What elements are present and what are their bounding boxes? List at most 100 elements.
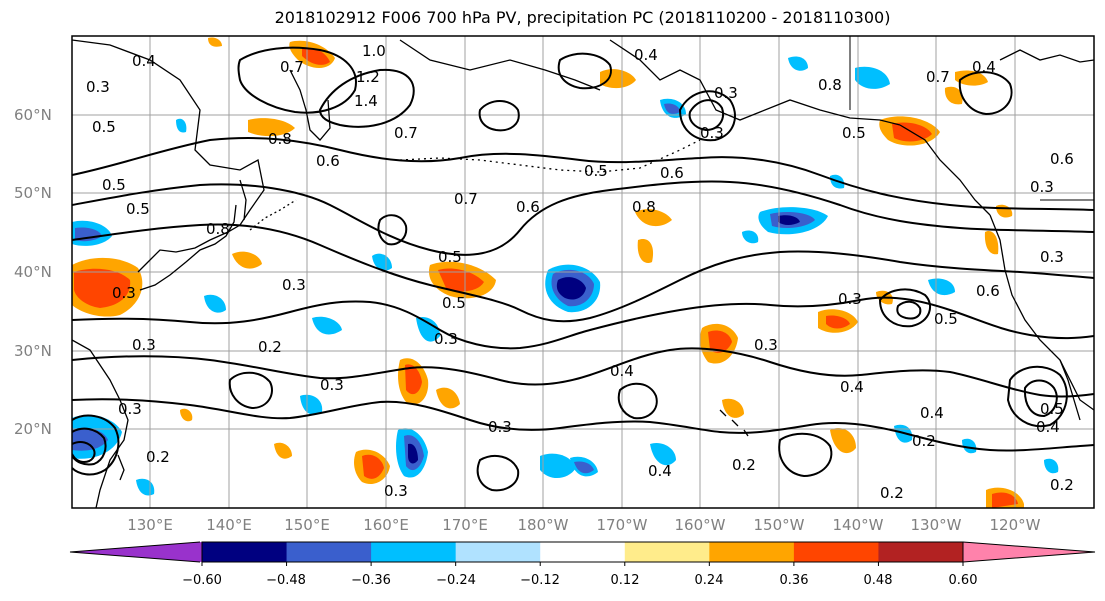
contour-label: 0.2 — [258, 338, 282, 356]
pv-contour-line — [476, 454, 520, 492]
contour-label: 0.6 — [660, 164, 684, 182]
contour-label: 0.4 — [610, 362, 634, 380]
lat-label: 40°N — [14, 263, 52, 281]
contour-label: 0.3 — [1030, 178, 1054, 196]
contour-label: 0.3 — [488, 418, 512, 436]
contour-label: 0.3 — [112, 284, 136, 302]
contour-labels: 0.3 0.5 0.4 0.5 0.5 0.7 1.0 1.2 1.4 0.7 … — [86, 42, 1074, 502]
colorbar-extend-low — [70, 542, 202, 562]
contour-label: 0.6 — [516, 198, 540, 216]
precip-negative-patch — [372, 253, 392, 271]
coastline-aleutians — [399, 139, 701, 173]
precip-positive-patch — [830, 428, 856, 454]
contour-label: 0.5 — [842, 124, 866, 142]
lon-label: 140°W — [833, 516, 884, 534]
precip-positive-patch — [232, 251, 262, 269]
pv-contour-line — [237, 46, 357, 114]
lat-label: 50°N — [14, 184, 52, 202]
contour-label: 0.5 — [1040, 400, 1064, 418]
colorbar-outline — [201, 541, 964, 563]
precip-positive-patch — [722, 398, 744, 418]
colorbar-tick-label: −0.60 — [182, 573, 222, 588]
lon-label: 160°W — [675, 516, 726, 534]
contour-label: 0.2 — [732, 456, 756, 474]
contour-label: 1.4 — [354, 92, 378, 110]
colorbar-cell — [455, 542, 541, 562]
precip-negative-patch — [962, 438, 977, 454]
pv-contour-line — [72, 180, 1094, 256]
contour-label: 0.4 — [840, 378, 864, 396]
contour-label: 0.6 — [1050, 150, 1074, 168]
contour-label: 0.4 — [132, 52, 156, 70]
precip-positive-patch — [302, 47, 330, 65]
precip-negative-patch — [204, 294, 226, 313]
colorbar-cell — [540, 542, 626, 562]
precip-positive-patch — [944, 86, 963, 105]
contour-label: 0.8 — [268, 130, 292, 148]
coastlines — [72, 36, 1094, 508]
pv-contour-line — [72, 296, 1094, 350]
precip-negative-patch — [176, 118, 187, 133]
precip-positive-patch — [708, 330, 732, 353]
contour-label: 0.3 — [86, 78, 110, 96]
colorbar-tick-label: 0.48 — [864, 573, 893, 588]
lon-label: 120°W — [990, 516, 1041, 534]
pv-contour-line — [72, 441, 96, 464]
contour-label: 0.5 — [126, 200, 150, 218]
precip-positive-patch — [600, 69, 636, 89]
precip-negative-patch — [556, 277, 586, 300]
pv-contour-line — [1023, 379, 1058, 418]
precip-negative-patch — [416, 316, 440, 342]
coastline-asia — [72, 39, 265, 273]
pv-contour-line — [778, 432, 833, 478]
lon-label: 150°W — [754, 516, 805, 534]
coastline-alaska-west — [609, 39, 901, 126]
latitude-labels: 60°N 50°N 40°N 30°N 20°N — [14, 106, 52, 438]
contour-label: 0.7 — [454, 190, 478, 208]
lon-label: 180°W — [518, 516, 569, 534]
colorbar: −0.60 −0.48 −0.36 −0.24 −0.12 0.12 0.24 … — [69, 541, 1096, 588]
contour-label: 1.0 — [362, 42, 386, 60]
precip-positive-patch — [826, 315, 850, 329]
contour-label: 0.3 — [320, 376, 344, 394]
pv-contour-line — [878, 288, 932, 328]
colorbar-cell — [709, 542, 795, 562]
lon-label: 160°E — [363, 516, 409, 534]
precip-positive-patch — [635, 209, 672, 227]
pv-contour-line — [72, 398, 1094, 452]
contour-label: 0.3 — [282, 276, 306, 294]
contour-label: 0.3 — [384, 482, 408, 500]
contour-label: 0.3 — [118, 400, 142, 418]
pv-contour-line — [557, 52, 612, 90]
lon-label: 150°E — [284, 516, 330, 534]
precip-positive-patch — [984, 230, 999, 255]
longitude-labels: 130°E 140°E 150°E 160°E 170°E 180°W 170°… — [127, 516, 1040, 534]
precip-negative-patch — [300, 394, 323, 415]
contour-label: 0.7 — [926, 68, 950, 86]
coastline-kamchatka — [289, 69, 331, 141]
precip-negative-patch — [408, 443, 418, 464]
contour-label: 0.7 — [280, 58, 304, 76]
colorbar-cell — [624, 542, 710, 562]
pv-contour-line — [678, 90, 736, 142]
precip-negative-patch — [1044, 458, 1059, 474]
coastline-kuril — [249, 199, 297, 231]
precip-positive-patch — [362, 454, 384, 479]
contour-label: 0.5 — [92, 118, 116, 136]
contour-label: 0.4 — [1036, 418, 1060, 436]
contour-label: 0.4 — [972, 58, 996, 76]
contour-label: 1.2 — [356, 68, 380, 86]
contour-label: 0.2 — [912, 432, 936, 450]
contour-label: 0.8 — [632, 198, 656, 216]
colorbar-tick-label: −0.24 — [436, 573, 476, 588]
precip-positive-patch — [436, 387, 460, 409]
precip-negative-patch — [540, 453, 576, 479]
contour-label: 0.5 — [584, 162, 608, 180]
precip-negative-patch — [742, 230, 759, 244]
pv-contour-line — [228, 371, 273, 410]
contour-label: 0.3 — [132, 336, 156, 354]
lon-label: 130°E — [127, 516, 173, 534]
precip-negative-patch — [312, 316, 342, 335]
colorbar-tick-label: 0.12 — [611, 573, 640, 588]
